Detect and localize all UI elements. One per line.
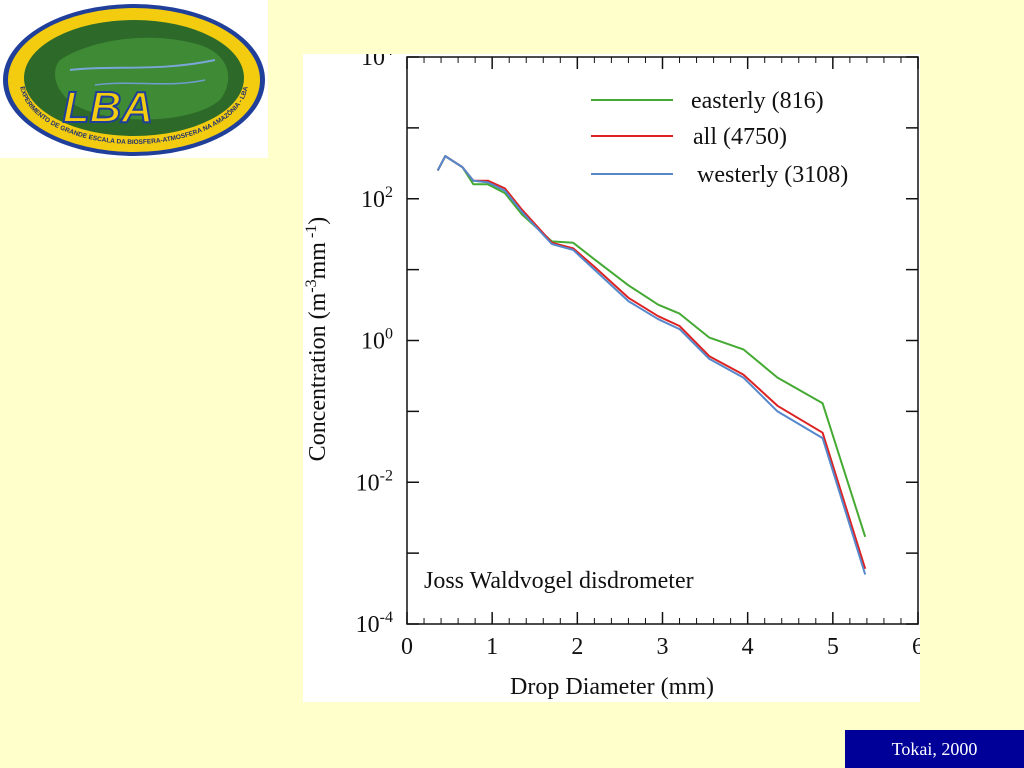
y-axis-title: Concentration (m-3mm -1) [303, 217, 331, 462]
lba-logo: LBA EXPERIMENTO DE GRANDE ESCALA DA BIOS… [0, 0, 268, 158]
y-tick-label: 10-4 [356, 609, 393, 638]
axis-ticks [406, 56, 919, 625]
y-title-part: ) [305, 217, 331, 225]
y-tick-label: 102 [361, 184, 393, 213]
x-tick-label: 0 [401, 634, 413, 660]
y-tick-label: 104 [361, 54, 393, 71]
legend-label-easterly: easterly (816) [691, 88, 824, 114]
lba-logo-graphic: LBA EXPERIMENTO DE GRANDE ESCALA DA BIOS… [3, 4, 265, 156]
y-title-exp: -1 [303, 225, 320, 242]
series-lines [436, 155, 867, 575]
x-axis-title: Drop Diameter (mm) [510, 674, 714, 700]
series-line-westerly [436, 155, 867, 575]
logo-river-branch [94, 79, 206, 86]
y-title-exp: -3 [303, 279, 320, 292]
legend-label-westerly: westerly (3108) [697, 162, 848, 188]
y-title-part: mm [305, 242, 331, 280]
x-tick-label: 6 [912, 634, 920, 660]
logo-label: LBA [63, 83, 153, 132]
series-line-all [436, 155, 867, 570]
credit-label: Tokai, 2000 [845, 730, 1024, 768]
x-tick-label: 2 [571, 634, 583, 660]
chart-panel: 0 1 2 3 4 5 6 10-4 10-2 100 102 104 easterly (816)… [303, 54, 920, 702]
logo-amazon-basin [55, 37, 229, 120]
x-tick-labels: 0 1 2 3 4 5 6 [401, 634, 920, 660]
y-tick-labels: 10-4 10-2 100 102 104 [356, 54, 393, 638]
y-tick-label: 10-2 [356, 467, 393, 496]
logo-river [69, 59, 216, 71]
x-tick-label: 1 [486, 634, 498, 660]
y-tick-label: 100 [361, 326, 393, 355]
y-title-part: Concentration (m [305, 292, 331, 461]
x-tick-label: 4 [742, 634, 754, 660]
series-line-easterly [436, 155, 867, 538]
concentration-chart: 0 1 2 3 4 5 6 10-4 10-2 100 102 104 easterly (816)… [303, 54, 920, 700]
plot-frame [406, 56, 919, 625]
chart-annotation: Joss Waldvogel disdrometer [424, 568, 694, 594]
legend-label-all: all (4750) [693, 124, 787, 150]
x-tick-label: 5 [827, 634, 839, 660]
x-tick-label: 3 [657, 634, 669, 660]
legend: easterly (816) all (4750) westerly (3108) [591, 88, 848, 188]
